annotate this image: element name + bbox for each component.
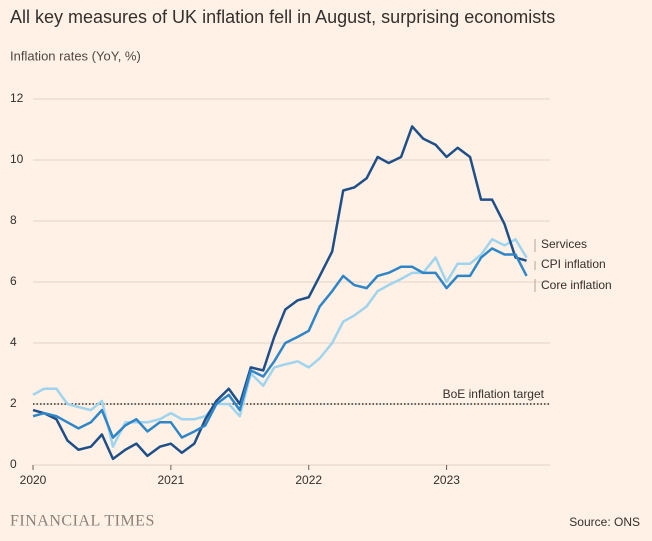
x-tick-label: 2022 xyxy=(295,473,322,487)
legend-label: CPI inflation xyxy=(541,257,606,271)
chart-subtitle: Inflation rates (YoY, %) xyxy=(10,48,141,63)
x-tick-label: 2023 xyxy=(433,473,460,487)
x-tick-label: 2020 xyxy=(20,473,47,487)
legend-label: Core inflation xyxy=(541,278,612,292)
brand: FINANCIAL TIMES xyxy=(10,513,155,530)
y-tick-label: 10 xyxy=(10,152,24,166)
legend-label: Services xyxy=(541,237,587,251)
target-label: BoE inflation target xyxy=(443,387,545,401)
chart-title: All key measures of UK inflation fell in… xyxy=(10,7,555,27)
y-tick-label: 4 xyxy=(10,335,17,349)
series-line xyxy=(32,247,528,439)
y-tick-label: 2 xyxy=(10,396,17,410)
y-tick-label: 0 xyxy=(10,457,17,471)
x-tick-label: 2021 xyxy=(158,473,185,487)
series-line xyxy=(32,125,527,461)
y-tick-label: 12 xyxy=(10,91,24,105)
source: Source: ONS xyxy=(569,515,640,529)
y-tick-label: 6 xyxy=(10,274,17,288)
y-tick-label: 8 xyxy=(10,213,17,227)
series-line xyxy=(32,238,528,448)
